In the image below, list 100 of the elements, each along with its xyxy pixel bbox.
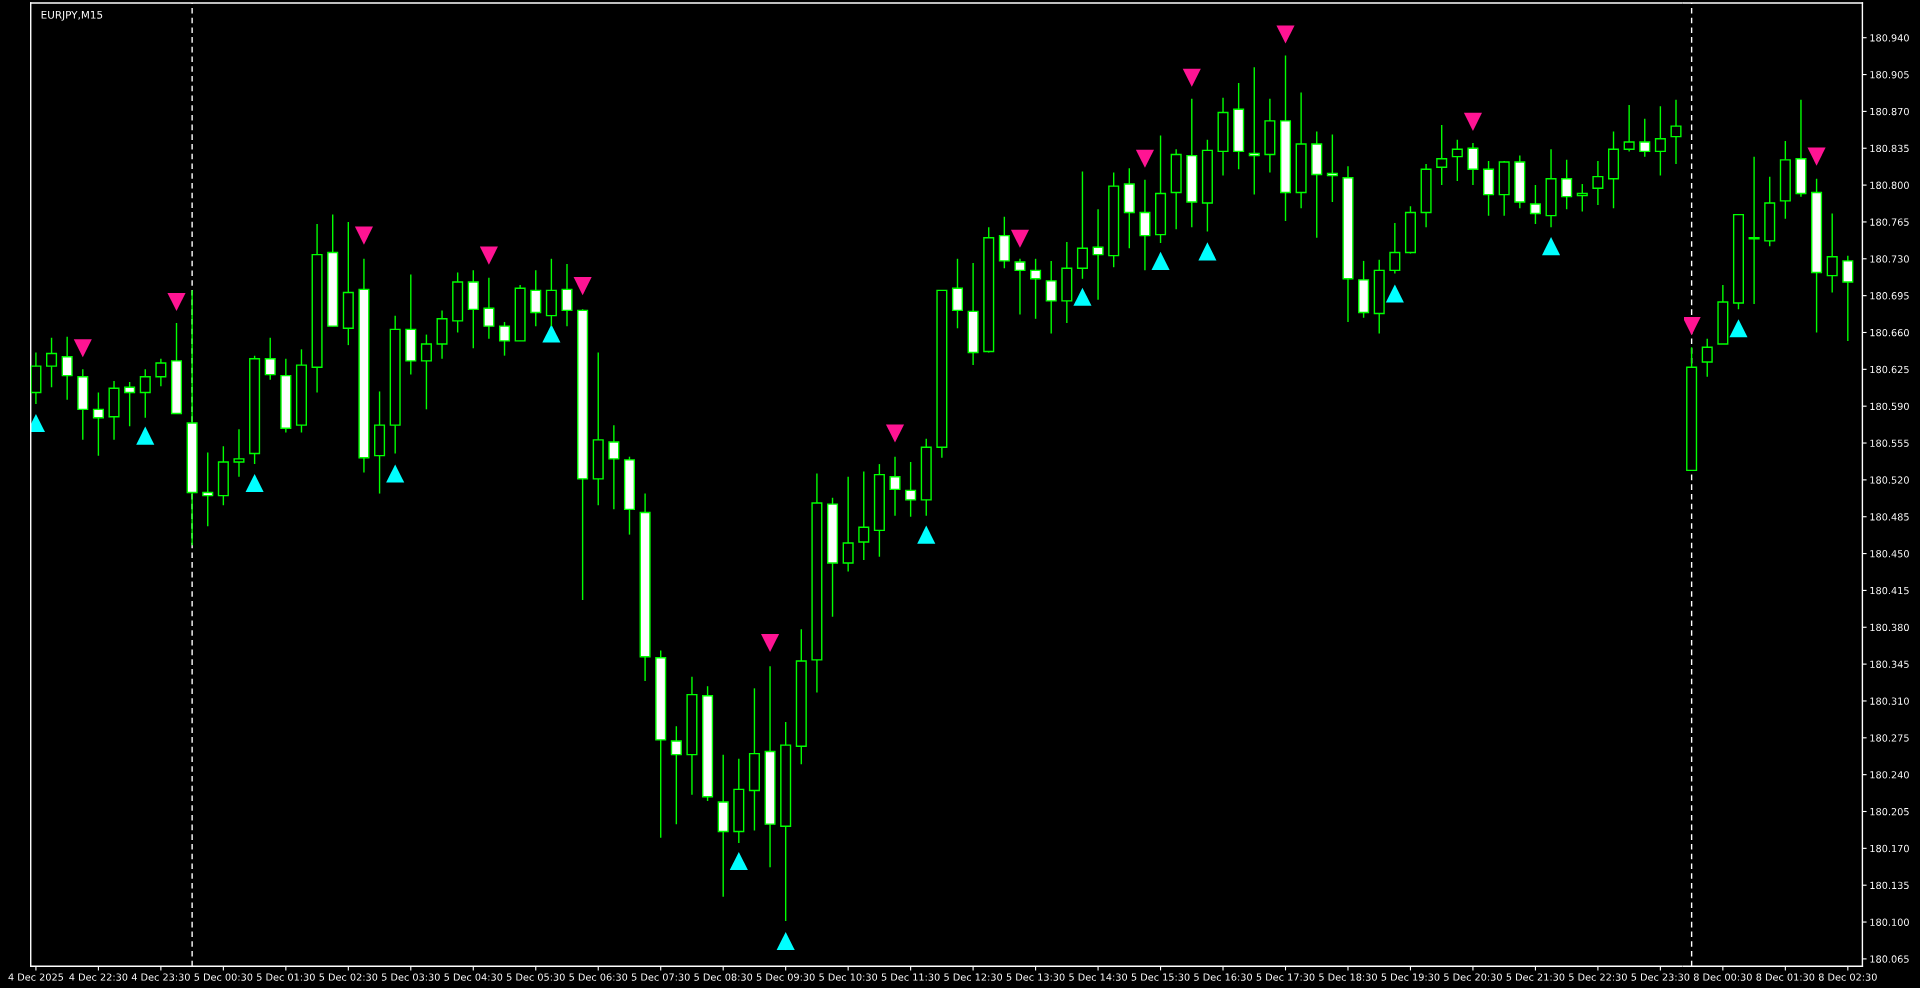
- y-tick-label: 180.730: [1870, 255, 1909, 263]
- point: [917, 525, 936, 544]
- x-tick-label: 5 Dec 08:30: [694, 973, 753, 981]
- candlestick: [1014, 258, 1026, 316]
- candlestick: [1139, 179, 1151, 272]
- candlestick: [1529, 184, 1541, 225]
- candlestick: [124, 381, 136, 427]
- point: [1073, 287, 1092, 306]
- candlestick: [1389, 222, 1401, 275]
- candlestick: [1451, 139, 1463, 182]
- x-tick-label: 5 Dec 11:30: [881, 973, 940, 981]
- point: [1385, 284, 1404, 303]
- x-tick-label: 5 Dec 12:30: [944, 973, 1003, 981]
- point: [354, 226, 373, 245]
- point: [1010, 229, 1030, 248]
- x-tick-label: 5 Dec 22:30: [1569, 973, 1627, 981]
- point: [1541, 237, 1561, 256]
- candlestick: [1842, 254, 1854, 342]
- point: [761, 634, 780, 653]
- x-tick-label: 5 Dec 21:30: [1506, 973, 1565, 981]
- y-tick-label: 180.065: [1870, 955, 1909, 963]
- point: [1151, 251, 1170, 270]
- point: [776, 931, 795, 951]
- candlestick: [1639, 118, 1651, 158]
- x-tick-label: 5 Dec 13:30: [1006, 973, 1065, 981]
- candlestick: [670, 725, 682, 825]
- y-tick-label: 180.450: [1870, 550, 1909, 558]
- candlestick: [46, 337, 58, 388]
- candlestick: [233, 428, 245, 478]
- candlestick: [858, 470, 870, 561]
- candlestick: [1045, 260, 1057, 335]
- y-tick-label: 180.485: [1870, 513, 1909, 521]
- y-tick-label: 180.590: [1870, 402, 1909, 411]
- candlestick: [483, 277, 495, 340]
- point: [479, 246, 498, 265]
- x-tick-label: 8 Dec 00:30: [1693, 973, 1752, 981]
- candlestick: [1592, 160, 1604, 206]
- candlestick: [889, 456, 901, 517]
- x-tick-label: 4 Dec 22:30: [69, 973, 128, 981]
- point: [573, 277, 592, 296]
- y-tick-label: 180.695: [1870, 292, 1909, 300]
- y-tick-label: 180.905: [1870, 71, 1909, 79]
- x-tick-label: 5 Dec 10:30: [819, 973, 878, 981]
- y-tick-label: 180.940: [1870, 34, 1909, 42]
- candlestick: [420, 333, 432, 411]
- point: [1463, 112, 1482, 131]
- x-tick-label: 8 Dec 01:30: [1756, 973, 1815, 981]
- candlestick: [1701, 338, 1713, 378]
- point: [245, 473, 264, 493]
- point: [167, 292, 186, 312]
- y-tick-label: 180.380: [1870, 623, 1909, 632]
- y-tick-label: 180.835: [1870, 144, 1909, 153]
- candlestick: [1467, 142, 1479, 186]
- x-tick-label: 5 Dec 03:30: [381, 973, 440, 981]
- x-tick-label: 8 Dec 02:30: [1818, 973, 1877, 981]
- candlestick: [264, 337, 276, 381]
- x-tick-label: 5 Dec 00:30: [194, 973, 253, 981]
- x-tick-label: 5 Dec 15:30: [1131, 973, 1190, 981]
- point: [1276, 25, 1295, 44]
- x-tick-label: 5 Dec 04:30: [444, 973, 503, 981]
- x-tick-label: 5 Dec 23:30: [1631, 973, 1690, 981]
- candlestick: [951, 258, 964, 329]
- x-tick-label: 5 Dec 07:30: [631, 973, 690, 981]
- candlestick: [155, 358, 167, 387]
- y-tick-label: 180.520: [1870, 476, 1909, 484]
- candlestick: [498, 321, 511, 357]
- x-tick-label: 4 Dec 23:30: [131, 973, 190, 981]
- x-tick-label: 5 Dec 18:30: [1319, 973, 1377, 981]
- y-tick-label: 180.135: [1870, 881, 1909, 890]
- x-tick-label: 5 Dec 17:30: [1256, 973, 1315, 981]
- y-tick-label: 180.415: [1870, 586, 1909, 595]
- y-tick-label: 180.240: [1870, 771, 1909, 779]
- x-tick-label: 5 Dec 14:30: [1069, 973, 1128, 981]
- point: [386, 464, 405, 483]
- point: [1807, 147, 1826, 166]
- candlestick: [202, 451, 214, 527]
- x-tick-label: 5 Dec 16:30: [1194, 973, 1252, 981]
- x-tick-label: 5 Dec 20:30: [1444, 973, 1502, 981]
- candlestick: [1654, 105, 1666, 177]
- candlestick: [1092, 208, 1104, 301]
- text: EURJPY,M15: [41, 10, 103, 21]
- point: [1683, 317, 1701, 336]
- candlestick: [139, 368, 151, 419]
- candlestick: [1561, 159, 1573, 211]
- y-tick-label: 180.660: [1870, 328, 1909, 337]
- y-tick-label: 180.765: [1870, 218, 1909, 226]
- y-tick-label: 180.205: [1870, 807, 1909, 816]
- y-tick-label: 180.625: [1870, 365, 1909, 374]
- candlestick: [561, 263, 573, 327]
- point: [73, 339, 92, 358]
- point: [542, 324, 561, 343]
- candlestick: [1436, 124, 1448, 186]
- candlestick: [1030, 258, 1042, 320]
- x-tick-label: 5 Dec 02:30: [319, 973, 378, 981]
- x-tick-label: 5 Dec 05:30: [506, 973, 565, 981]
- point: [729, 851, 748, 871]
- point: [136, 426, 155, 445]
- y-tick-label: 180.170: [1870, 844, 1909, 853]
- candlestick: [1076, 170, 1088, 280]
- candlestick: [530, 269, 542, 327]
